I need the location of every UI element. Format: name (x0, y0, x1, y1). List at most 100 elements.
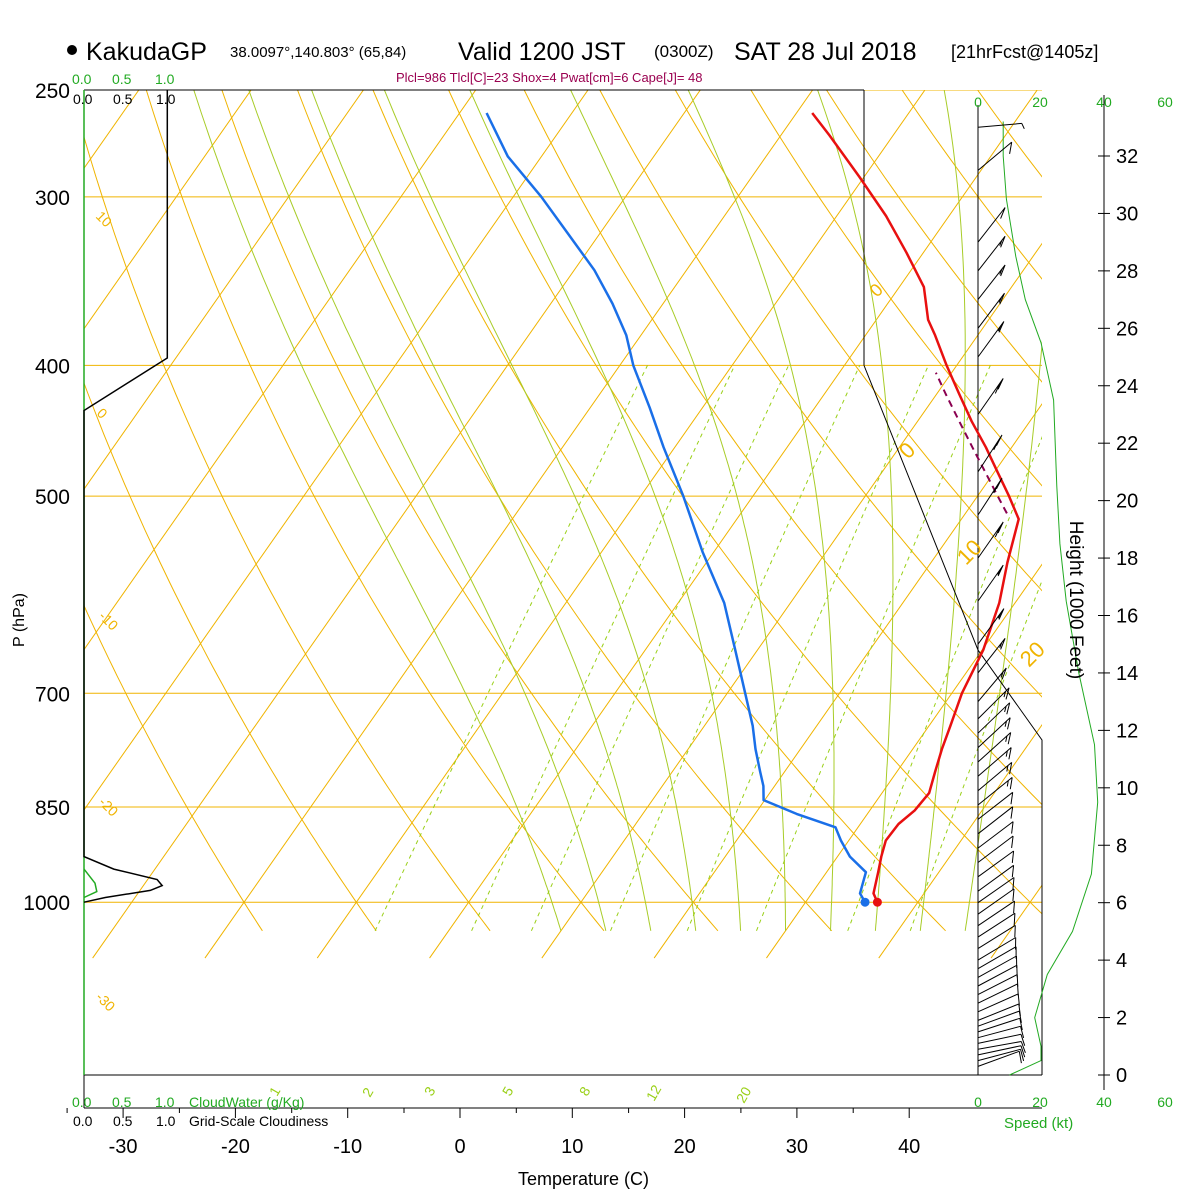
cloudwater-tick-bottom: 0.0 (72, 1094, 92, 1110)
pressure-tick-label: 300 (35, 187, 70, 210)
wind-barb (977, 1025, 1025, 1039)
wind-barb (977, 993, 1020, 1013)
speed-tick-bottom: 60 (1157, 1094, 1173, 1110)
dry-adiabat-line (674, 90, 1042, 592)
wind-barb (977, 762, 1013, 792)
height-tick-label: 16 (1116, 606, 1138, 628)
wind-barb (977, 1010, 1022, 1027)
wind-barb (977, 667, 1007, 703)
dry-adiabat-line (901, 90, 1042, 280)
cloudiness-tick-bottom: 0.0 (73, 1113, 93, 1129)
cloud-panel: 0.0 0.5 1.0 0.0 0.5 1.0 0.0 0.5 1.0 0.0 0.5 1.0 (72, 71, 176, 1129)
pressure-tick-label: 1000 (23, 892, 70, 915)
height-tick-label: 30 (1116, 203, 1138, 225)
isotherm-line (653, 403, 1042, 959)
dry-adiabat-line (977, 90, 1042, 178)
wind-barb (977, 946, 1017, 970)
valid-time: Valid 1200 JST (458, 38, 626, 66)
height-tick-label: 24 (1116, 376, 1138, 398)
station-dot-icon (67, 45, 77, 55)
wind-barb (977, 864, 1015, 892)
dry-adiabat-line (221, 90, 719, 932)
speed-tick-top: 60 (1157, 94, 1173, 110)
moist-adiabat-line (248, 90, 607, 931)
height-tick-label: 14 (1116, 663, 1138, 685)
frame (83, 89, 1043, 1109)
moist-adiabat-line (687, 90, 835, 931)
mixing-ratio-line (756, 365, 991, 931)
skew-temp-label: 0 (894, 437, 920, 463)
height-tick-label: 20 (1116, 491, 1138, 513)
isotherm-line (0, 0, 161, 958)
cloudiness-tick-bottom: 0.5 (113, 1113, 133, 1129)
axes: 0246810121416182022242628303225030040050… (23, 80, 1138, 1158)
moist-adiabat-line (311, 90, 652, 931)
wind-barb (977, 924, 1016, 950)
wind-barb (977, 717, 1011, 748)
wind-barb (977, 821, 1014, 849)
wind-barb (977, 521, 1004, 559)
stability-indices: Plcl=986 Tlcl[C]=23 Shox=4 Pwat[cm]=6 Ca… (396, 70, 703, 85)
wind-barb (977, 912, 1016, 938)
speed-tick-top: 0 (974, 94, 982, 110)
cloudwater-profile (83, 868, 98, 899)
mixing-ratio-line (530, 365, 790, 932)
cloudwater-tick-bottom: 0.5 (112, 1094, 132, 1110)
dewpoint-profile (485, 112, 868, 903)
wind-barb (977, 264, 1006, 300)
wind-barb (977, 637, 1006, 674)
height-tick-label: 6 (1116, 893, 1127, 915)
mixing-ratio-line (374, 365, 648, 932)
wind-barb (977, 888, 1015, 915)
height-tick-label: 22 (1116, 433, 1138, 455)
dry-adiabat-line (1129, 90, 1200, 931)
cloudiness-tick-top: 0.5 (113, 91, 133, 107)
temp-tick-label: -10 (333, 1136, 362, 1158)
moist-adiabat-line (570, 90, 786, 931)
wind-barb (977, 321, 1005, 358)
wind-barb (977, 1017, 1023, 1033)
wind-barb (977, 777, 1013, 806)
isotherm-line (84, 90, 589, 811)
valid-date: SAT 28 Jul 2018 (734, 38, 917, 66)
moist-adiabat-line (469, 90, 742, 931)
wind-barb (977, 207, 1006, 243)
height-tick-label: 2 (1116, 1008, 1127, 1030)
cloudwater-tick-top: 0.5 (112, 71, 132, 87)
temp-tick-label: -30 (109, 1136, 138, 1158)
wind-barb (977, 835, 1014, 863)
dry-adiabat-line (84, 135, 491, 932)
height-tick-label: 26 (1116, 318, 1138, 340)
height-tick-label: 0 (1116, 1065, 1127, 1087)
wind-barb (977, 747, 1012, 777)
potential-temp-label: 0 (94, 405, 111, 422)
header: KakudaGP 38.0097°,140.803° (65,84) Valid… (67, 38, 1098, 85)
dry-adiabat-line (84, 604, 263, 932)
wind-barb (977, 702, 1011, 734)
station-name: KakudaGP (86, 38, 207, 66)
temp-tick-label: 40 (898, 1136, 920, 1158)
temp-tick-label: 0 (454, 1136, 465, 1158)
x-axis-label: Temperature (C) (518, 1169, 649, 1189)
thermo-grid (0, 0, 1200, 959)
potential-temp-label: -30 (93, 989, 119, 1015)
height-tick-label: 4 (1116, 950, 1127, 972)
wind-barb (977, 141, 1013, 171)
cloudwater-tick-top: 1.0 (155, 71, 175, 87)
moist-adiabat-line (964, 339, 1042, 931)
station-coords: 38.0097°,140.803° (65,84) (230, 44, 406, 61)
temperature-profile (811, 112, 1020, 903)
height-tick-label: 12 (1116, 720, 1138, 742)
wind-barb (977, 564, 1004, 602)
isotherm-line (429, 90, 1038, 959)
dry-adiabat-line (826, 90, 1042, 383)
wind-barb (977, 477, 1003, 516)
y-axis-label: P (hPa) (11, 593, 28, 647)
moist-adiabat-line (383, 90, 697, 931)
valid-zulu: (0300Z) (654, 42, 714, 61)
wind-barb (977, 1045, 1026, 1058)
height-tick-label: 10 (1116, 778, 1138, 800)
wind-barb (977, 806, 1014, 835)
mixing-ratio-line (686, 365, 929, 931)
